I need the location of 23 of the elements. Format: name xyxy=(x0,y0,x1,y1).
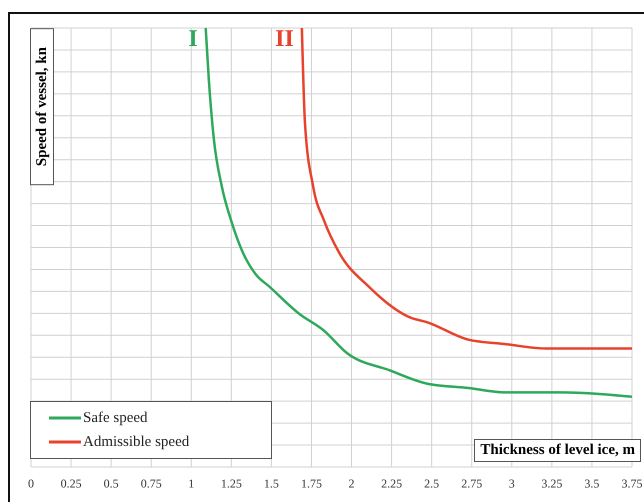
x-tick-label: 0 xyxy=(28,476,34,491)
legend-label: Admissible speed xyxy=(83,434,190,450)
x-tick-label: 1 xyxy=(188,476,194,491)
y-axis-title: Speed of vessel, kn xyxy=(34,47,50,166)
x-tick-label: 2 xyxy=(348,476,355,491)
x-axis-title: Thickness of level ice, m xyxy=(474,439,641,462)
x-tick-label: 3 xyxy=(508,476,515,491)
x-tick-label: 3.75 xyxy=(622,476,642,491)
x-tick-label: 0.5 xyxy=(104,476,119,491)
x-tick-label: 2.25 xyxy=(381,476,402,491)
x-tick-label: 3.25 xyxy=(541,476,562,491)
annotation: II xyxy=(275,26,294,52)
x-tick-label: 2.5 xyxy=(424,476,440,491)
x-tick-label: 2.75 xyxy=(461,476,482,491)
legend-label: Safe speed xyxy=(83,410,148,426)
x-tick-label: 1.5 xyxy=(264,476,279,491)
x-tick-label: 1.25 xyxy=(220,476,242,491)
x-tick-label: 0.25 xyxy=(60,476,82,491)
x-tick-label: 3.5 xyxy=(584,476,600,491)
annotation: I xyxy=(188,26,198,52)
label-frame: Speed of vessel, kn xyxy=(30,28,54,186)
x-tick-label: 0.75 xyxy=(140,476,162,491)
x-tick-label: 1.75 xyxy=(300,476,322,491)
